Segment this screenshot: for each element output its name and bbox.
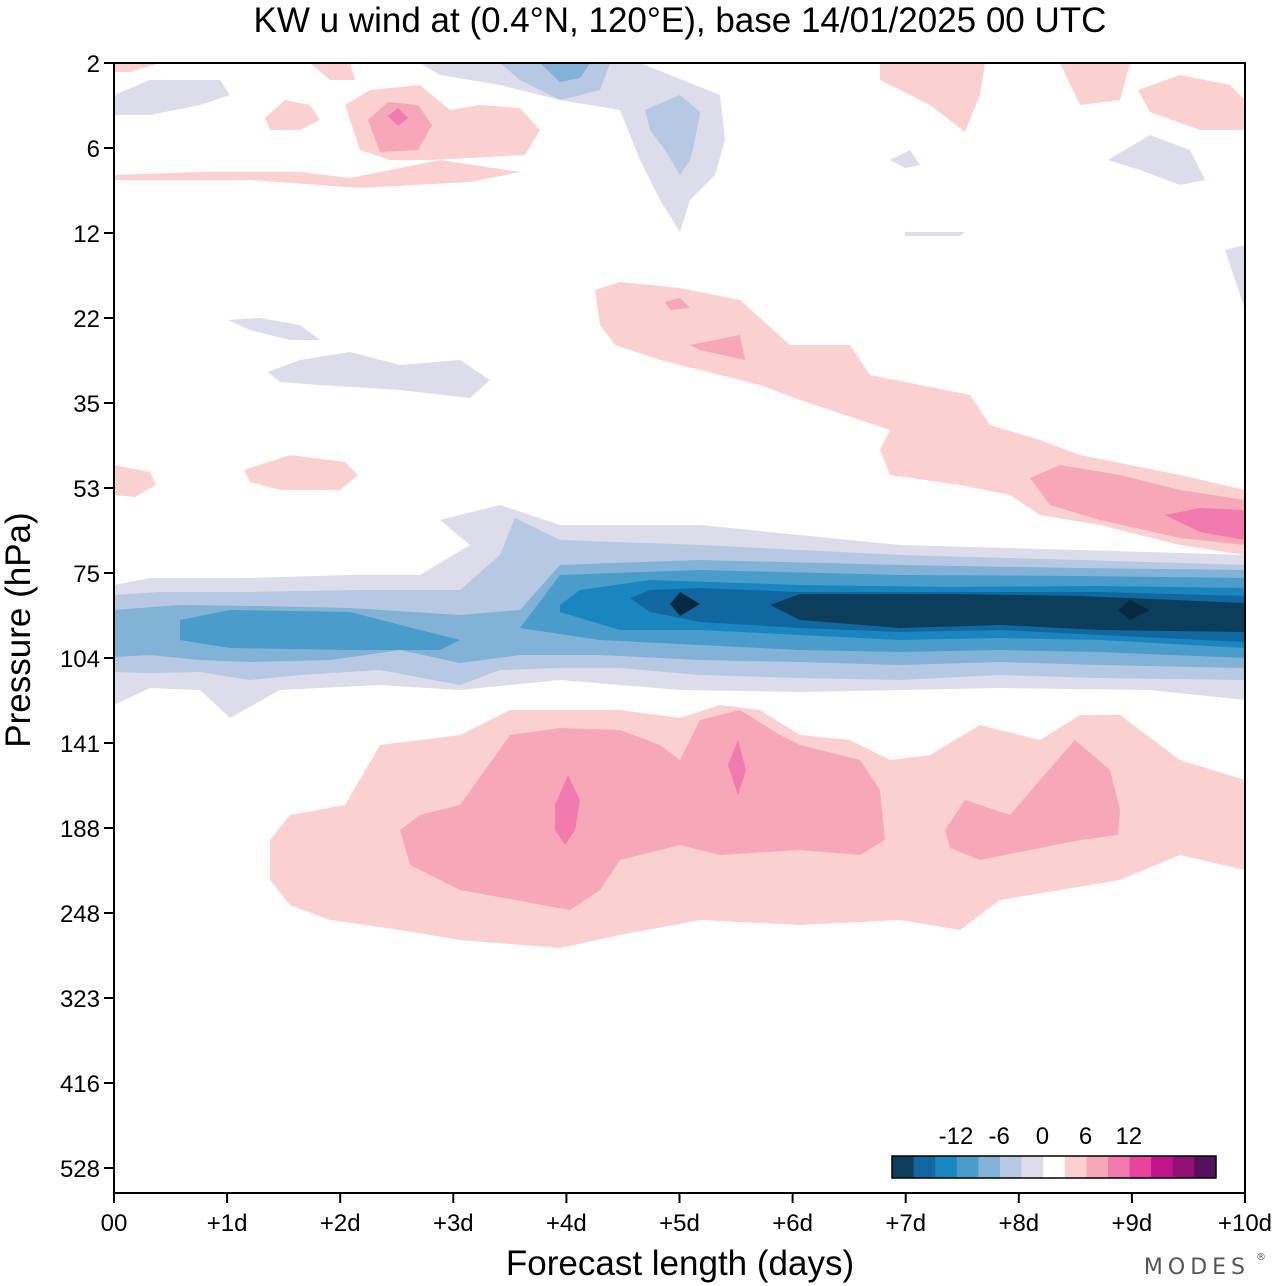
colorbar-swatch: [956, 1156, 979, 1178]
contour-neg-14: [890, 135, 1245, 310]
brand-logo: MODES: [1144, 1255, 1250, 1280]
colorbar: -12 -6 0 6 12: [891, 1123, 1217, 1179]
colorbar-swatch: [1021, 1156, 1044, 1178]
contour-pos-6: [665, 298, 1245, 545]
contour-neg-9: [180, 610, 460, 650]
x-tick-label: +9d: [1112, 1210, 1153, 1237]
x-tick-label: +2d: [320, 1210, 361, 1237]
contour-pos-3: [945, 740, 1120, 860]
colorbar-swatch: [1086, 1156, 1109, 1178]
x-tick-label: +5d: [659, 1210, 700, 1237]
y-tick-label: 6: [87, 136, 100, 163]
contour-neg-10: [228, 318, 490, 398]
colorbar-swatch: [978, 1156, 1001, 1178]
contour-neg-11: [114, 63, 725, 232]
colorbar-swatch: [1129, 1156, 1152, 1178]
colorbar-swatch: [1151, 1156, 1174, 1178]
colorbar-frame: [891, 1155, 1217, 1179]
colorbar-label: 6: [1079, 1123, 1092, 1150]
y-tick-label: 416: [60, 1071, 100, 1098]
x-tick-label: +7d: [885, 1210, 926, 1237]
colorbar-swatch: [1064, 1156, 1087, 1178]
contour-pos-11: [388, 108, 408, 126]
colorbar-swatch: [892, 1156, 915, 1178]
x-tick-label: +1d: [207, 1210, 248, 1237]
y-tick-label: 188: [60, 816, 100, 843]
x-axis: 00 +1d +2d +3d +4d +5d +6d +7d +8d +9d +10d: [101, 1193, 1272, 1237]
y-tick-label: 22: [73, 306, 100, 333]
y-axis: 2 6 12 22 35 53 75 104 141 188 248 323 416 528: [60, 51, 114, 1183]
colorbar-swatch: [1172, 1156, 1195, 1178]
y-tick-label: 528: [60, 1156, 100, 1183]
contour-neg-13: [540, 63, 590, 82]
x-tick-label: +6d: [772, 1210, 813, 1237]
contour-neg-12: [500, 63, 700, 175]
x-tick-label: +8d: [998, 1210, 1039, 1237]
contour-pos-7: [1165, 508, 1245, 540]
brand-mark: ®: [1256, 1252, 1266, 1263]
y-tick-label: 35: [73, 391, 100, 418]
colorbar-swatch: [935, 1156, 958, 1178]
colorbar-label: -6: [989, 1123, 1010, 1150]
colorbar-swatch: [1000, 1156, 1023, 1178]
plot-area: [114, 63, 1245, 948]
y-tick-label: 2: [87, 51, 100, 78]
y-tick-label: 12: [73, 221, 100, 248]
colorbar-swatch: [1043, 1156, 1066, 1178]
x-tick-label: +10d: [1218, 1210, 1272, 1237]
chart-title: KW u wind at (0.4°N, 120°E), base 14/01/…: [254, 1, 1107, 40]
contour-pos-10: [368, 102, 432, 152]
contour-pos-2: [400, 710, 885, 910]
colorbar-label: -12: [939, 1123, 974, 1150]
x-tick-label: 00: [101, 1210, 128, 1237]
y-tick-label: 141: [60, 731, 100, 758]
y-tick-label: 323: [60, 986, 100, 1013]
contour-pos-13: [880, 63, 1245, 132]
y-tick-label: 248: [60, 901, 100, 928]
y-tick-label: 53: [73, 476, 100, 503]
x-tick-label: +4d: [546, 1210, 587, 1237]
colorbar-label: 0: [1036, 1123, 1049, 1150]
contour-pos-12: [114, 63, 520, 188]
y-tick-label: 75: [73, 561, 100, 588]
contour-pos-8: [114, 455, 358, 497]
y-tick-label: 104: [60, 646, 100, 673]
colorbar-swatch: [1194, 1156, 1217, 1178]
colorbar-swatch: [1108, 1156, 1131, 1178]
x-tick-label: +3d: [433, 1210, 474, 1237]
y-axis-title: Pressure (hPa): [0, 512, 38, 747]
colorbar-label: 12: [1115, 1123, 1142, 1150]
colorbar-swatch: [913, 1156, 936, 1178]
x-axis-title: Forecast length (days): [506, 1244, 854, 1283]
